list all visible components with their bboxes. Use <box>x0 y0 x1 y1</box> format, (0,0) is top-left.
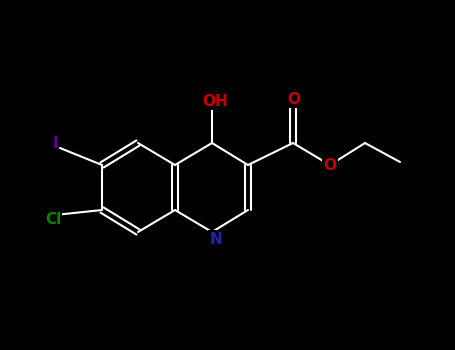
Text: I: I <box>52 135 58 150</box>
Text: Cl: Cl <box>45 211 61 226</box>
Text: OH: OH <box>202 93 228 108</box>
Text: N: N <box>210 231 222 246</box>
Text: O: O <box>324 159 337 174</box>
Text: O: O <box>288 91 300 106</box>
